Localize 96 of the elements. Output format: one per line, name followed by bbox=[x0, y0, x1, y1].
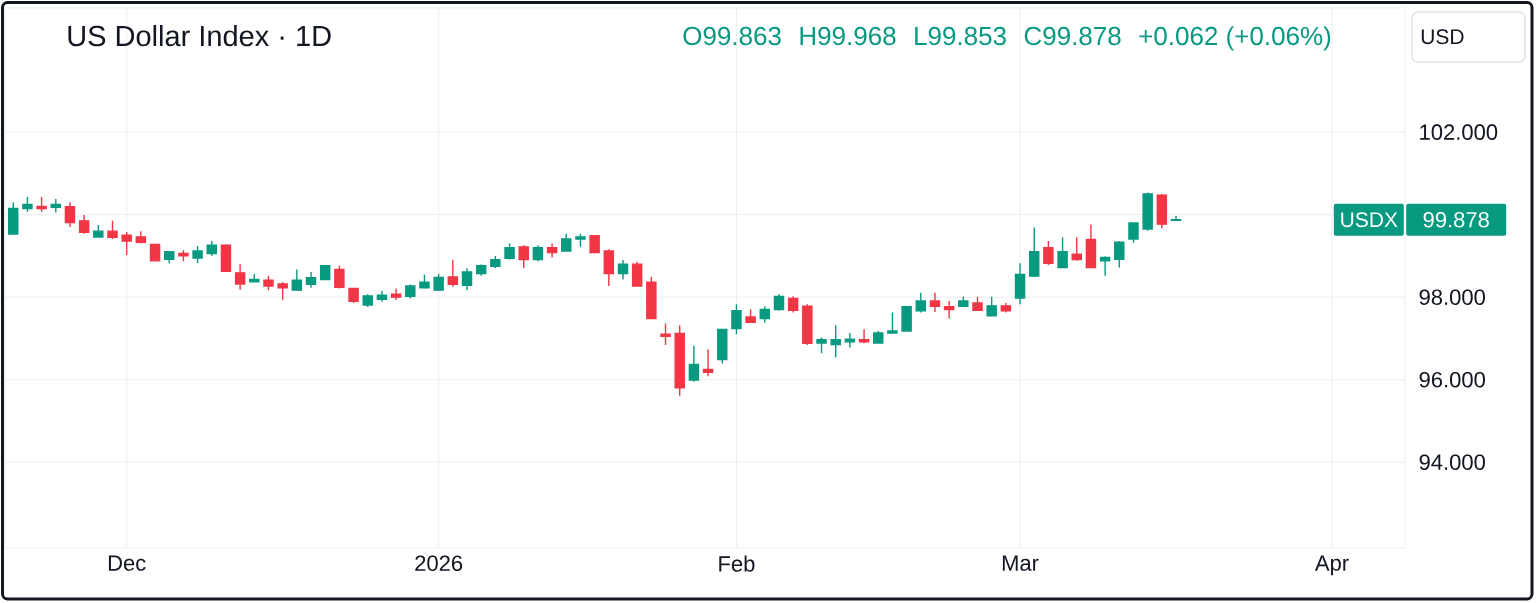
candlestick bbox=[858, 328, 870, 345]
candlestick bbox=[163, 251, 175, 265]
candlestick bbox=[1000, 302, 1012, 314]
x-tick-label: Mar bbox=[1002, 555, 1039, 571]
text: 99.878 bbox=[1423, 211, 1489, 228]
candlestick bbox=[376, 290, 388, 303]
candlestick bbox=[291, 268, 303, 291]
candlestick bbox=[1085, 223, 1097, 269]
x-tick-label: Apr bbox=[1314, 555, 1349, 576]
x-tick-label: 2026 bbox=[415, 555, 463, 572]
candlestick bbox=[518, 244, 529, 269]
candlestick bbox=[901, 305, 912, 332]
candlestick bbox=[546, 242, 558, 259]
candlestick bbox=[1128, 222, 1139, 244]
candlestick bbox=[745, 308, 756, 324]
candlestick bbox=[192, 245, 203, 264]
candlestick bbox=[78, 214, 90, 235]
candlestick bbox=[433, 272, 444, 292]
candlestick bbox=[561, 232, 572, 253]
candlestick bbox=[277, 281, 288, 301]
candlestick bbox=[234, 263, 246, 291]
candlestick bbox=[717, 328, 728, 365]
y-tick-label: 96.000 bbox=[1419, 371, 1485, 388]
candlestick bbox=[419, 273, 430, 289]
annotation: +0.062 (+0.06%) bbox=[1139, 26, 1331, 51]
candlestick bbox=[263, 275, 274, 291]
text: USD bbox=[1421, 29, 1464, 45]
candlestick bbox=[305, 271, 317, 289]
x-tick-label: Dec bbox=[108, 555, 146, 571]
chart-title: US Dollar Index · 1D bbox=[68, 24, 331, 47]
candlestick bbox=[7, 201, 19, 236]
candlestick bbox=[334, 265, 345, 290]
text: USDX bbox=[1341, 212, 1398, 228]
candlestick bbox=[986, 296, 997, 317]
candlestick bbox=[646, 276, 657, 320]
candlestick bbox=[787, 295, 799, 314]
candlestick bbox=[688, 345, 700, 383]
candlestick bbox=[206, 240, 217, 257]
candlestick bbox=[178, 249, 189, 262]
candlestick bbox=[121, 231, 132, 256]
candlestick bbox=[1057, 236, 1068, 269]
candlestick bbox=[674, 324, 685, 397]
candlestick bbox=[1014, 262, 1026, 305]
candlestick bbox=[617, 259, 629, 281]
candlestick bbox=[915, 291, 927, 314]
candlestick bbox=[390, 287, 402, 301]
candlestick bbox=[249, 272, 260, 283]
candlestick bbox=[887, 311, 898, 334]
candlestick bbox=[504, 242, 515, 261]
candlestick bbox=[575, 232, 586, 248]
candlestick bbox=[490, 255, 501, 269]
candlestick bbox=[1043, 240, 1054, 266]
candlestick bbox=[1099, 255, 1111, 277]
candlestick bbox=[589, 234, 600, 255]
candlestick bbox=[873, 330, 884, 345]
x-tick-label: Feb bbox=[719, 555, 755, 572]
candlestick bbox=[64, 201, 76, 228]
candlestick bbox=[731, 303, 742, 335]
candlestick bbox=[1156, 193, 1168, 229]
annotation: C99.878 bbox=[1024, 26, 1121, 46]
annotation: O99.863 bbox=[683, 26, 781, 46]
candlestick bbox=[475, 263, 487, 277]
candlestick bbox=[958, 296, 969, 307]
annotation: H99.968 bbox=[800, 26, 896, 46]
candlestick bbox=[844, 332, 856, 349]
candlestick bbox=[773, 293, 785, 312]
candlestick bbox=[603, 248, 615, 287]
candlestick bbox=[929, 291, 941, 313]
candlestick bbox=[461, 267, 473, 291]
candlestick bbox=[135, 230, 147, 245]
candlestick bbox=[1028, 226, 1040, 278]
candlestick bbox=[532, 244, 544, 262]
candlestick bbox=[405, 283, 416, 300]
candlestick bbox=[107, 220, 118, 240]
candlestick bbox=[447, 258, 459, 288]
candlestick bbox=[1170, 215, 1182, 222]
candlestick bbox=[816, 336, 827, 354]
candlestick bbox=[759, 305, 771, 324]
candlestick bbox=[1142, 191, 1153, 232]
candlestick bbox=[943, 300, 955, 320]
candlestick bbox=[220, 243, 232, 273]
y-tick-label: 102.000 bbox=[1420, 124, 1498, 140]
candlestick bbox=[149, 243, 161, 262]
candlestick bbox=[348, 287, 359, 304]
y-tick-label: 98.000 bbox=[1419, 289, 1485, 305]
candlestick bbox=[702, 348, 714, 378]
candlestick bbox=[631, 260, 643, 287]
candlestick bbox=[802, 303, 813, 346]
candlestick bbox=[93, 224, 104, 239]
candlestick bbox=[362, 293, 373, 308]
candlestick bbox=[972, 296, 983, 312]
candlestick bbox=[1114, 240, 1125, 269]
candlestick bbox=[319, 265, 331, 281]
y-tick-label: 94.000 bbox=[1419, 454, 1485, 470]
candlestick bbox=[22, 196, 33, 213]
annotation: L99.853 bbox=[915, 26, 1006, 46]
